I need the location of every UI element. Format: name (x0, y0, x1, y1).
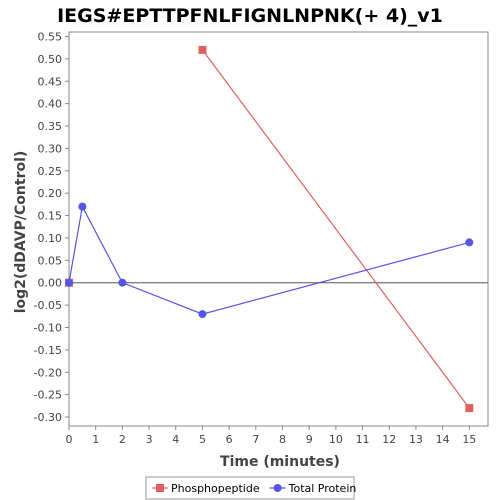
data-point (78, 202, 87, 211)
x-tick-label: 11 (356, 433, 370, 446)
data-point (118, 278, 127, 287)
legend-box (145, 476, 355, 500)
y-tick-label: -0.10 (34, 322, 62, 335)
x-tick-label: 8 (279, 433, 286, 446)
y-tick-label: 0.15 (38, 210, 63, 223)
x-axis-label: Time (minutes) (220, 454, 340, 470)
y-tick-label: 0.20 (38, 187, 63, 200)
legend: Phosphopeptide Total Protein (145, 476, 357, 500)
data-point (198, 45, 207, 54)
x-tick-label: 10 (329, 433, 343, 446)
y-tick-label: 0.50 (38, 53, 63, 66)
legend-marker-total-protein (273, 484, 282, 492)
y-tick-label: -0.30 (34, 411, 62, 424)
x-tick-label: 6 (226, 433, 233, 446)
x-tick-label: 1 (92, 433, 99, 446)
data-point (465, 404, 474, 413)
y-tick-label: 0.40 (38, 98, 63, 111)
x-tick-label: 14 (436, 433, 450, 446)
data-point (465, 238, 474, 247)
y-axis-label: log2(dDAVP/Control) (13, 151, 29, 314)
data-point (65, 278, 73, 287)
x-tick-label: 12 (382, 433, 396, 446)
y-tick-label: -0.25 (34, 389, 62, 402)
series-total-protein (65, 202, 474, 319)
x-tick-label: 2 (119, 433, 126, 446)
x-tick-label: 0 (66, 433, 73, 446)
x-tick-label: 3 (146, 433, 153, 446)
plot-frame (68, 31, 489, 427)
axes: -0.30 -0.25 -0.20 -0.15 -0.10 -0.05 0.00 0.05 0.… (34, 30, 477, 446)
series-layer (65, 45, 474, 413)
y-tick-label: 0.55 (38, 30, 63, 43)
plot-area (68, 31, 489, 427)
y-tick-label: -0.15 (34, 344, 62, 357)
y-tick-label: -0.20 (34, 366, 62, 379)
legend-label-total-protein: Total Protein (288, 482, 357, 495)
y-tick-label: 0.00 (38, 277, 63, 290)
y-tick-label: 0.25 (38, 165, 63, 178)
x-tick-label: 4 (172, 433, 179, 446)
x-tick-label: 15 (462, 433, 476, 446)
legend-label-phosphopeptide: Phosphopeptide (171, 482, 260, 495)
x-tick-label: 7 (252, 433, 259, 446)
y-tick-label: 0.05 (38, 254, 63, 267)
y-tick-label: 0.10 (38, 232, 63, 245)
x-tick-label: 9 (306, 433, 313, 446)
series-line (201, 49, 470, 409)
y-tick-label: 0.35 (38, 120, 63, 133)
x-tick-label: 5 (199, 433, 206, 446)
data-point (198, 310, 207, 319)
y-tick-label: 0.45 (38, 75, 63, 88)
chart-title: IEGS#EPTTPFNLFIGNLNPNK(+ 4)_v1 (57, 5, 443, 27)
y-tick-label: 0.30 (38, 142, 63, 155)
x-tick-label: 13 (409, 433, 423, 446)
y-tick-label: -0.05 (34, 299, 62, 312)
legend-marker-phosphopeptide (156, 484, 164, 492)
